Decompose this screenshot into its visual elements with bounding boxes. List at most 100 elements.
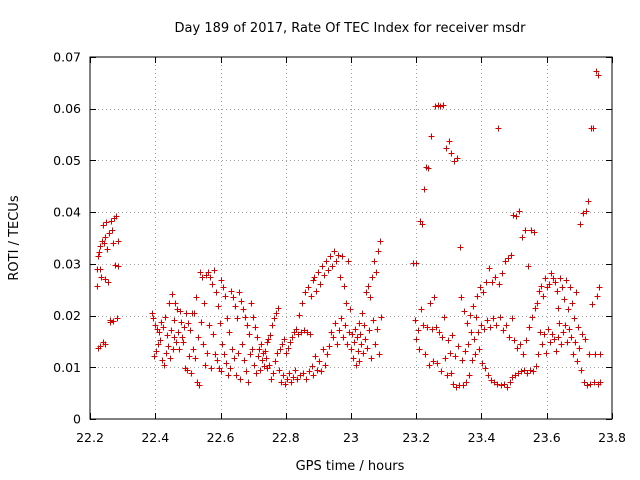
data-point xyxy=(526,324,533,331)
data-point xyxy=(568,334,575,341)
data-point xyxy=(497,314,504,321)
data-point xyxy=(114,315,121,322)
data-point xyxy=(173,339,180,346)
data-point xyxy=(286,370,293,377)
data-point xyxy=(175,329,182,336)
data-point xyxy=(242,314,249,321)
data-point xyxy=(317,281,324,288)
data-point xyxy=(356,358,363,365)
data-point xyxy=(448,150,455,157)
data-point xyxy=(322,362,329,369)
data-point xyxy=(331,248,338,255)
data-point xyxy=(215,303,222,310)
data-point xyxy=(571,315,578,322)
data-point xyxy=(539,341,546,348)
data-point xyxy=(187,327,194,334)
data-point xyxy=(482,365,489,372)
data-point xyxy=(94,283,101,290)
data-point xyxy=(418,306,425,313)
y-tick-label: 0.02 xyxy=(53,308,81,323)
data-point xyxy=(314,367,321,374)
data-point xyxy=(293,326,300,333)
data-point xyxy=(326,343,333,350)
data-point xyxy=(190,346,197,353)
data-point xyxy=(342,322,349,329)
data-point xyxy=(171,334,178,341)
data-point xyxy=(113,213,120,220)
data-point xyxy=(364,345,371,352)
data-point xyxy=(97,343,104,350)
data-point xyxy=(562,322,569,329)
data-point xyxy=(514,345,521,352)
data-point xyxy=(225,372,232,379)
data-point xyxy=(333,258,340,265)
data-point xyxy=(320,346,327,353)
data-point xyxy=(336,327,343,334)
data-point xyxy=(584,382,591,389)
y-tick-label: 0.07 xyxy=(53,50,81,65)
data-point xyxy=(520,351,527,358)
data-point xyxy=(196,382,203,389)
data-point xyxy=(230,294,237,301)
data-point xyxy=(228,288,235,295)
data-point xyxy=(447,350,454,357)
data-point xyxy=(349,331,356,338)
data-point xyxy=(593,68,600,75)
data-point xyxy=(573,289,580,296)
data-point xyxy=(475,329,482,336)
data-point xyxy=(493,322,500,329)
data-point xyxy=(556,320,563,327)
data-point xyxy=(244,322,251,329)
data-point xyxy=(479,360,486,367)
data-point xyxy=(329,263,336,270)
data-point xyxy=(354,334,361,341)
data-point xyxy=(270,370,277,377)
x-tick-label: 23.4 xyxy=(468,430,496,445)
data-point xyxy=(350,355,357,362)
data-point xyxy=(431,294,438,301)
data-point xyxy=(585,198,592,205)
data-point xyxy=(549,331,556,338)
data-point xyxy=(540,293,547,300)
data-point xyxy=(229,346,236,353)
data-point xyxy=(151,353,158,360)
data-point xyxy=(275,305,282,312)
data-point xyxy=(443,145,450,152)
data-point xyxy=(177,308,184,315)
data-point xyxy=(522,227,529,234)
data-point xyxy=(557,275,564,282)
data-point xyxy=(278,379,285,386)
data-point xyxy=(251,362,258,369)
x-tick-label: 23.2 xyxy=(402,430,430,445)
data-point xyxy=(109,227,116,234)
data-point xyxy=(300,370,307,377)
data-point xyxy=(552,279,559,286)
data-point xyxy=(510,212,517,219)
data-point xyxy=(531,229,538,236)
data-point xyxy=(223,360,230,367)
data-point xyxy=(508,252,515,259)
data-point xyxy=(372,341,379,348)
data-point xyxy=(509,315,516,322)
data-point xyxy=(519,234,526,241)
data-point xyxy=(355,348,362,355)
data-point xyxy=(486,265,493,272)
data-point xyxy=(308,293,315,300)
axis-ticks xyxy=(90,57,613,420)
data-point xyxy=(334,341,341,348)
data-point xyxy=(502,258,509,265)
data-point xyxy=(192,355,199,362)
data-point xyxy=(501,381,508,388)
data-point xyxy=(589,301,596,308)
data-point xyxy=(449,332,456,339)
data-point xyxy=(451,158,458,165)
data-point xyxy=(466,372,473,379)
data-point xyxy=(290,374,297,381)
data-point xyxy=(353,362,360,369)
data-point xyxy=(422,351,429,358)
data-point xyxy=(338,315,345,322)
data-point xyxy=(369,274,376,281)
data-point xyxy=(527,367,534,374)
data-point xyxy=(367,294,374,301)
data-point xyxy=(253,370,260,377)
